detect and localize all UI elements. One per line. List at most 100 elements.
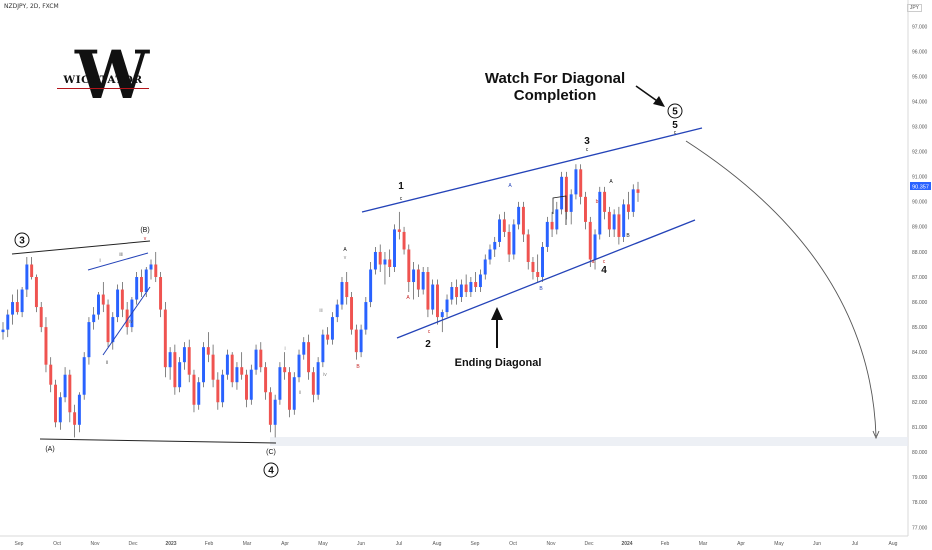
- subwave-label: i: [284, 346, 285, 352]
- x-tick-label: Feb: [661, 541, 670, 547]
- y-tick-label: 80.000: [912, 450, 928, 456]
- candle-up: [574, 169, 578, 195]
- candle-down: [259, 349, 263, 368]
- candle-up: [249, 369, 253, 400]
- candle-up: [1, 329, 5, 333]
- candle-up: [58, 397, 62, 423]
- wave-1-label: 1: [398, 181, 404, 192]
- logo-underline: [57, 88, 149, 89]
- candle-up: [631, 189, 635, 212]
- subwave-label: B: [626, 233, 630, 239]
- x-tick-label: Apr: [281, 541, 289, 547]
- wave-small-box: [552, 195, 567, 225]
- candle-up: [316, 362, 320, 395]
- candle-up: [273, 399, 277, 425]
- subwave-label: A: [609, 179, 613, 185]
- wave-2-label: 2: [425, 339, 431, 350]
- candle-up: [560, 176, 564, 210]
- candle-up: [498, 219, 502, 242]
- candle-down: [192, 374, 196, 405]
- watch-callout-line2: Completion: [514, 87, 597, 104]
- wave-b-triangle-top: [87, 252, 149, 271]
- subwave-label: iv: [323, 372, 327, 378]
- candle-down: [163, 309, 167, 368]
- candle-up: [335, 304, 339, 318]
- candle-up: [593, 234, 597, 260]
- candle-down: [626, 204, 630, 212]
- subwave-label: A: [343, 247, 347, 253]
- candle-up: [178, 362, 182, 388]
- candle-down: [617, 214, 621, 237]
- y-tick-label: 83.000: [912, 375, 928, 381]
- candle-up: [25, 264, 29, 290]
- candle-down: [101, 294, 105, 305]
- candle-up: [364, 302, 368, 330]
- candle-up: [478, 274, 482, 288]
- candle-down: [211, 354, 215, 380]
- candle-up: [469, 282, 473, 293]
- y-tick-label: 93.000: [912, 125, 928, 131]
- candle-down: [416, 269, 420, 290]
- candle-up: [297, 354, 301, 378]
- last-price-badge: [910, 182, 931, 190]
- candle-up: [202, 347, 206, 383]
- y-tick-label: 92.000: [912, 150, 928, 156]
- subwave-label: c: [586, 147, 589, 153]
- candle-up: [20, 289, 24, 313]
- candle-down: [159, 277, 163, 310]
- x-tick-label: Aug: [433, 541, 442, 547]
- candle-up: [545, 221, 549, 247]
- subwave-label: A: [508, 183, 512, 189]
- candle-up: [359, 329, 363, 353]
- candle-down: [603, 191, 607, 212]
- currency-badge[interactable]: JPY: [906, 4, 922, 12]
- subwave-label: v: [144, 236, 147, 242]
- candle-down: [579, 169, 583, 197]
- candle-down: [139, 277, 143, 293]
- y-tick-label: 94.000: [912, 99, 928, 105]
- candle-up: [450, 287, 454, 300]
- symbol-header: NZDJPY, 2D, FXCM: [4, 3, 59, 10]
- x-tick-label: Jul: [396, 541, 402, 547]
- candle-down: [268, 392, 272, 425]
- ending-arrow-head: [491, 307, 503, 320]
- candle-up: [493, 241, 497, 250]
- x-tick-label: Dec: [585, 541, 594, 547]
- wave-5-label: 5: [672, 120, 678, 131]
- y-tick-label: 86.000: [912, 300, 928, 306]
- candle-up: [182, 347, 186, 363]
- ending-diagonal-label: Ending Diagonal: [455, 357, 542, 369]
- subwave-label: c: [428, 329, 431, 335]
- candle-up: [149, 264, 153, 270]
- last-price-text: 90.357: [912, 184, 929, 190]
- x-tick-label: 2024: [621, 541, 632, 547]
- candle-up: [440, 312, 444, 318]
- candle-up: [116, 289, 120, 318]
- candle-down: [39, 307, 43, 328]
- candle-down: [307, 342, 311, 373]
- candle-down: [125, 309, 129, 328]
- candle-down: [264, 367, 268, 393]
- subwave-label: B: [539, 286, 543, 292]
- x-tick-label: Jul: [852, 541, 858, 547]
- candle-up: [541, 246, 544, 278]
- x-tick-label: Aug: [889, 541, 898, 547]
- y-tick-label: 91.000: [912, 175, 928, 181]
- y-tick-label: 88.000: [912, 250, 928, 256]
- candle-down: [206, 347, 210, 355]
- candle-up: [412, 269, 416, 283]
- x-tick-label: May: [318, 541, 328, 547]
- candle-down: [474, 282, 478, 288]
- x-tick-label: Nov: [91, 541, 100, 547]
- diagonal-lower-line: [396, 219, 696, 339]
- y-tick-label: 77.000: [912, 525, 928, 531]
- candle-down: [326, 334, 330, 340]
- candle-down: [354, 329, 358, 353]
- wave-4-circled-label: 4: [268, 466, 274, 477]
- diagonal-upper-line: [361, 127, 703, 213]
- wave-5-circled-label: 5: [672, 107, 678, 118]
- x-tick-label: Jun: [813, 541, 821, 547]
- y-tick-label: 87.000: [912, 275, 928, 281]
- candle-down: [531, 261, 535, 273]
